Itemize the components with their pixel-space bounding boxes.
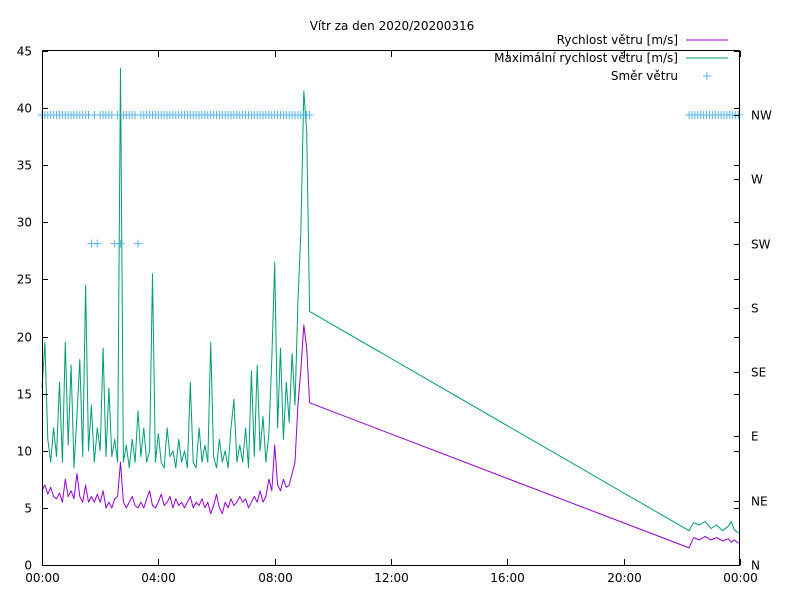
y2-tick-label: N <box>751 559 760 573</box>
y2-tick-label: SW <box>751 238 771 252</box>
x-tick-label: 04:00 <box>141 571 176 585</box>
y-tick-label: 45 <box>17 45 32 59</box>
legend-label: Směr větru <box>611 69 678 83</box>
x-tick-label: 00:00 <box>723 571 758 585</box>
legend-label: Rychlost větru [m/s] <box>557 33 678 47</box>
y-tick-label: 0 <box>24 559 32 573</box>
series-line-1 <box>41 67 739 534</box>
x-tick-label: 16:00 <box>490 571 525 585</box>
x-tick-label: 12:00 <box>374 571 409 585</box>
y2-tick-label: W <box>751 173 763 187</box>
legend-label: Maximální rychlost větru [m/s] <box>494 51 678 65</box>
x-tick-label: 00:00 <box>25 571 60 585</box>
y2-tick-label: E <box>751 430 759 444</box>
y-tick-label: 40 <box>17 102 32 116</box>
y-tick-label: 20 <box>17 331 32 345</box>
y-tick-label: 25 <box>17 273 32 287</box>
y-tick-label: 35 <box>17 159 32 173</box>
y-tick-label: 15 <box>17 388 32 402</box>
y2-tick-label: NE <box>751 495 768 509</box>
wind-direction-point <box>133 239 142 248</box>
wind-direction-point <box>93 239 102 248</box>
y-tick-label: 10 <box>17 445 32 459</box>
chart-title: Vítr za den 2020/20200316 <box>310 19 475 33</box>
legend: Rychlost větru [m/s] Maximální rychlost v… <box>494 33 728 83</box>
y-tick-label: 30 <box>17 216 32 230</box>
series-line-0 <box>41 324 739 549</box>
wind-direction-point <box>305 111 314 119</box>
y2-tick-label: S <box>751 302 759 316</box>
y2-tick-label: SE <box>751 366 766 380</box>
legend-swatch <box>703 72 711 80</box>
y2-tick-label: NW <box>751 109 772 123</box>
x-tick-label: 20:00 <box>607 571 642 585</box>
x-tick-label: 08:00 <box>258 571 293 585</box>
wind-direction-point <box>116 239 125 248</box>
plot-border <box>42 50 740 566</box>
y-tick-label: 5 <box>24 502 32 516</box>
